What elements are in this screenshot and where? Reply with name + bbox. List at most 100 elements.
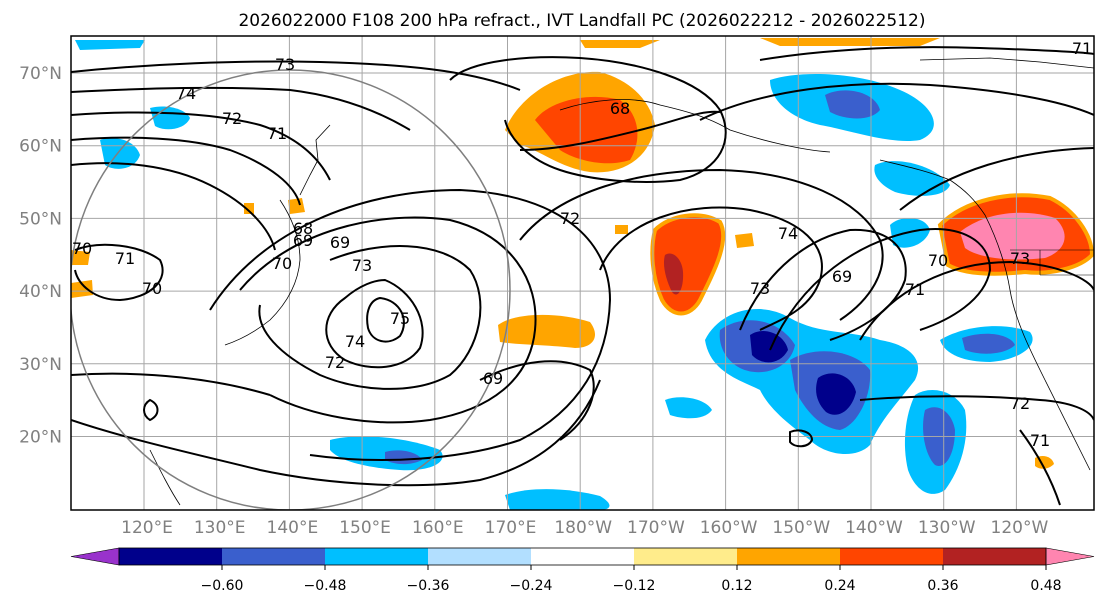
- lon-tick-label: 180°W: [554, 518, 612, 538]
- contour-line: [209, 188, 612, 461]
- state-borders: [1010, 249, 1094, 276]
- lon-tick-label: 150°W: [772, 518, 830, 538]
- lat-tick-label: 20°N: [19, 428, 62, 448]
- contour-line: [71, 372, 271, 396]
- colorbar-tick-label: 0.12: [721, 578, 752, 594]
- contour-label: 75: [390, 309, 410, 328]
- shade-patch: [960, 212, 1065, 260]
- shade-patch: [816, 373, 856, 415]
- colorbar-bin: [222, 548, 325, 565]
- refractivity-contours: [71, 46, 1094, 506]
- map-frame: [70, 35, 1095, 511]
- colorbar-tick-labels: −0.60 −0.48 −0.36 −0.24 −0.12 0.12 0.24 0.36 0.4…: [201, 578, 1062, 594]
- contour-line: [74, 243, 164, 302]
- shade-patch: [498, 314, 595, 348]
- contour-label: 72: [325, 353, 345, 372]
- colorbar-tick-label: −0.48: [304, 578, 347, 594]
- contour-label: 73: [352, 256, 372, 275]
- lat-tick-label: 70°N: [19, 64, 62, 84]
- contour-line: [71, 60, 521, 91]
- shade-patch: [288, 198, 305, 214]
- contour-label: 70: [272, 254, 292, 273]
- contour-label: 69: [330, 233, 350, 252]
- shade-patch: [615, 225, 628, 234]
- contour-line: [143, 398, 159, 422]
- graticule: [71, 36, 1094, 510]
- contour-line: [859, 260, 1094, 341]
- shade-patch: [244, 203, 254, 214]
- shade-patch: [962, 333, 1015, 354]
- contour-line: [1019, 429, 1061, 506]
- longitude-labels: 120°E 130°E 140°E 150°E 160°E 170°E 180°W 170°W…: [121, 518, 1048, 538]
- contour-line: [699, 82, 1094, 121]
- colorbar-frame: [118, 547, 1047, 566]
- contour-label: 74: [176, 84, 196, 103]
- colorbar-extend-high: [1045, 547, 1095, 566]
- contour-label: 69: [832, 267, 852, 286]
- colorbar-bin: [428, 548, 531, 565]
- colorbar-bin: [531, 548, 634, 565]
- contour-label: 70: [72, 239, 92, 258]
- contour-line: [325, 278, 424, 369]
- shade-patch: [825, 90, 880, 119]
- contour-line: [71, 136, 301, 206]
- contour-line: [366, 296, 405, 343]
- lon-tick-label: 150°E: [339, 518, 391, 538]
- coastlines: [149, 57, 1094, 506]
- contour-line: [479, 360, 595, 441]
- contour-label: 71: [1030, 431, 1050, 450]
- coastline: [919, 57, 1094, 69]
- contour-line: [519, 110, 721, 151]
- latitude-labels: 70°N 60°N 50°N 40°N 30°N 20°N: [19, 64, 62, 448]
- lat-tick-label: 40°N: [19, 282, 62, 302]
- lat-tick-label: 30°N: [19, 355, 62, 375]
- colorbar-extend-low: [70, 547, 120, 566]
- contour-line: [71, 86, 411, 131]
- colorbar-tick-label: 0.48: [1030, 578, 1061, 594]
- lon-tick-label: 120°W: [991, 518, 1049, 538]
- contour-line: [769, 228, 992, 351]
- colorbar-tick-label: 0.36: [927, 578, 958, 594]
- contour-line: [599, 206, 823, 331]
- lon-tick-label: 130°E: [194, 518, 246, 538]
- contour-line: [899, 147, 1094, 211]
- colorbar-bin: [634, 548, 737, 565]
- coastline: [879, 159, 1091, 471]
- shade-patch: [71, 280, 93, 298]
- lon-tick-label: 160°W: [700, 518, 758, 538]
- contour-line: [258, 245, 482, 390]
- coastline: [149, 449, 181, 506]
- lat-tick-label: 50°N: [19, 209, 62, 229]
- shade-patch: [665, 397, 712, 419]
- ivt-shading: [71, 38, 1094, 510]
- contour-label: 70: [928, 251, 948, 270]
- colorbar-tick-label: −0.12: [613, 578, 656, 594]
- colorbar: [70, 547, 1095, 570]
- shade-patch: [650, 213, 726, 316]
- colorbar-tick-label: −0.24: [510, 578, 553, 594]
- contour-line: [759, 46, 1094, 61]
- colorbar-bin: [737, 548, 840, 565]
- colorbar-bin: [119, 548, 222, 565]
- contour-label: 70: [142, 279, 162, 298]
- shade-patch: [874, 161, 950, 196]
- colorbar-bin: [943, 548, 1046, 565]
- coastline: [224, 199, 301, 346]
- coastline: [559, 99, 831, 153]
- lat-tick-label: 60°N: [19, 137, 62, 157]
- contour-line: [71, 379, 601, 487]
- lon-tick-label: 130°W: [918, 518, 976, 538]
- contour-label: 71: [115, 249, 135, 268]
- contour-label: 74: [345, 332, 365, 351]
- contour-label: 71: [267, 124, 287, 143]
- contour-line: [449, 56, 727, 183]
- lon-tick-label: 140°E: [267, 518, 319, 538]
- shade-patch: [71, 250, 90, 265]
- colorbar-bin: [325, 548, 428, 565]
- contour-label: 69: [293, 231, 313, 250]
- contour-label: 71: [905, 280, 925, 299]
- contour-label: 71: [1072, 39, 1092, 58]
- colorbar-bin: [840, 548, 943, 565]
